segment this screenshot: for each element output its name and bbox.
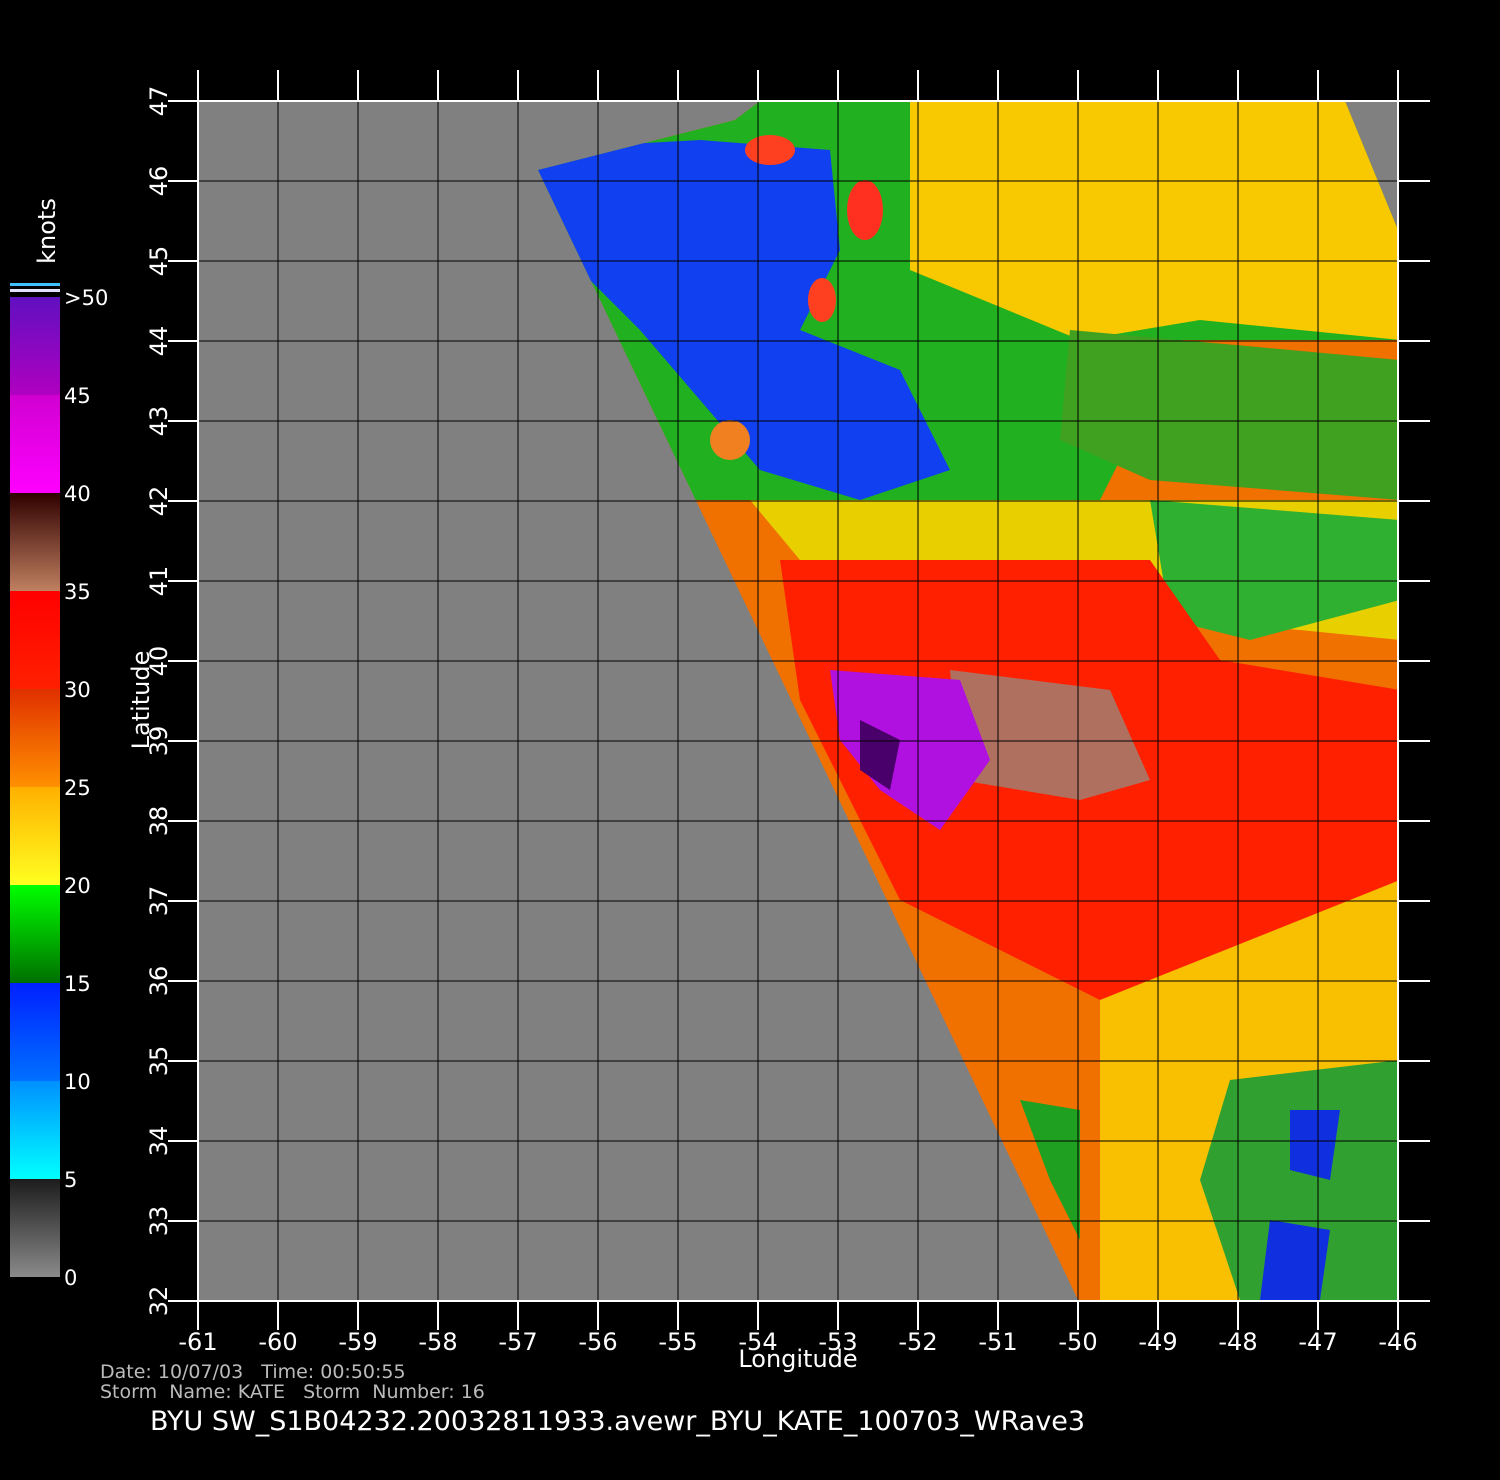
colorbar-segment	[10, 885, 60, 983]
x-tick-label: -50	[1058, 1328, 1097, 1356]
colorbar-segment	[10, 787, 60, 885]
colorbar-segment	[10, 591, 60, 689]
x-tick-label: -53	[818, 1328, 857, 1356]
y-tick-label: 34	[145, 1126, 173, 1157]
y-tick-label: 47	[145, 86, 173, 117]
file-title: BYU SW_S1B04232.20032811933.avewr_BYU_KA…	[150, 1406, 1085, 1437]
x-tick-label: -47	[1298, 1328, 1337, 1356]
x-tick-label: -61	[178, 1328, 217, 1356]
colorbar-tick-label: 35	[64, 580, 91, 604]
colorbar-tick-label: 40	[64, 482, 91, 506]
x-tick-label: -59	[338, 1328, 377, 1356]
y-tick-label: 46	[145, 166, 173, 197]
colorbar-tick-label: 15	[64, 972, 91, 996]
y-tick-label: 35	[145, 1046, 173, 1077]
y-tick-label: 32	[145, 1286, 173, 1317]
colorbar-segment	[10, 983, 60, 1081]
y-tick-label: 45	[145, 246, 173, 277]
y-axis-label: Latitude	[127, 651, 155, 750]
x-axis-label: Longitude	[738, 1345, 857, 1373]
y-tick-label: 36	[145, 966, 173, 997]
x-tick-label: -54	[738, 1328, 777, 1356]
y-tick-label: 42	[145, 486, 173, 517]
x-tick-label: -58	[418, 1328, 457, 1356]
colorbar-segment	[10, 1081, 60, 1179]
y-tick-label: 44	[145, 326, 173, 357]
x-tick-label: -48	[1218, 1328, 1257, 1356]
colorbar-tick-label: 45	[64, 384, 91, 408]
x-tick-label: -49	[1138, 1328, 1177, 1356]
colorbar-tick-label: 0	[64, 1266, 77, 1290]
date-time: Date: 10/07/03 Time: 00:50:55	[100, 1361, 406, 1383]
y-tick-label: 43	[145, 406, 173, 437]
x-tick-label: -55	[658, 1328, 697, 1356]
wind-swath	[538, 101, 1398, 1300]
colorbar-tick-label: 25	[64, 776, 91, 800]
colorbar-segment	[10, 1179, 60, 1277]
axes: -61 -60 -59 -58 -57 -56 -55 -54 -53 -52 -51 -50 -49 -…	[145, 70, 1430, 1356]
x-tick-label: -46	[1378, 1328, 1417, 1356]
y-tick-label: 39	[145, 726, 173, 757]
x-tick-label: -57	[498, 1328, 537, 1356]
colorbar-label: knots	[33, 198, 61, 264]
y-tick-label: 37	[145, 886, 173, 917]
colorbar: 0 5 10 15 20 25 30 35 40 45 >50	[10, 283, 108, 1290]
x-tick-label: -52	[898, 1328, 937, 1356]
colorbar-segment	[10, 297, 60, 395]
y-tick-label: 33	[145, 1206, 173, 1237]
storm-info: Storm Name: KATE Storm Number: 16	[100, 1381, 485, 1403]
colorbar-segment	[10, 689, 60, 787]
colorbar-tick-label: >50	[64, 286, 108, 310]
colorbar-segment	[10, 395, 60, 493]
colorbar-tick-label: 5	[64, 1168, 77, 1192]
x-tick-label: -60	[258, 1328, 297, 1356]
plot-frame	[197, 100, 1399, 1302]
colorbar-tick-label: 30	[64, 678, 91, 702]
x-tick-label: -56	[578, 1328, 617, 1356]
y-tick-label: 38	[145, 806, 173, 837]
y-tick-label: 40	[145, 646, 173, 677]
colorbar-tick-label: 10	[64, 1070, 91, 1094]
y-tick-label: 41	[145, 566, 173, 597]
x-tick-label: -51	[978, 1328, 1017, 1356]
colorbar-segment	[10, 493, 60, 591]
colorbar-tick-label: 20	[64, 874, 91, 898]
